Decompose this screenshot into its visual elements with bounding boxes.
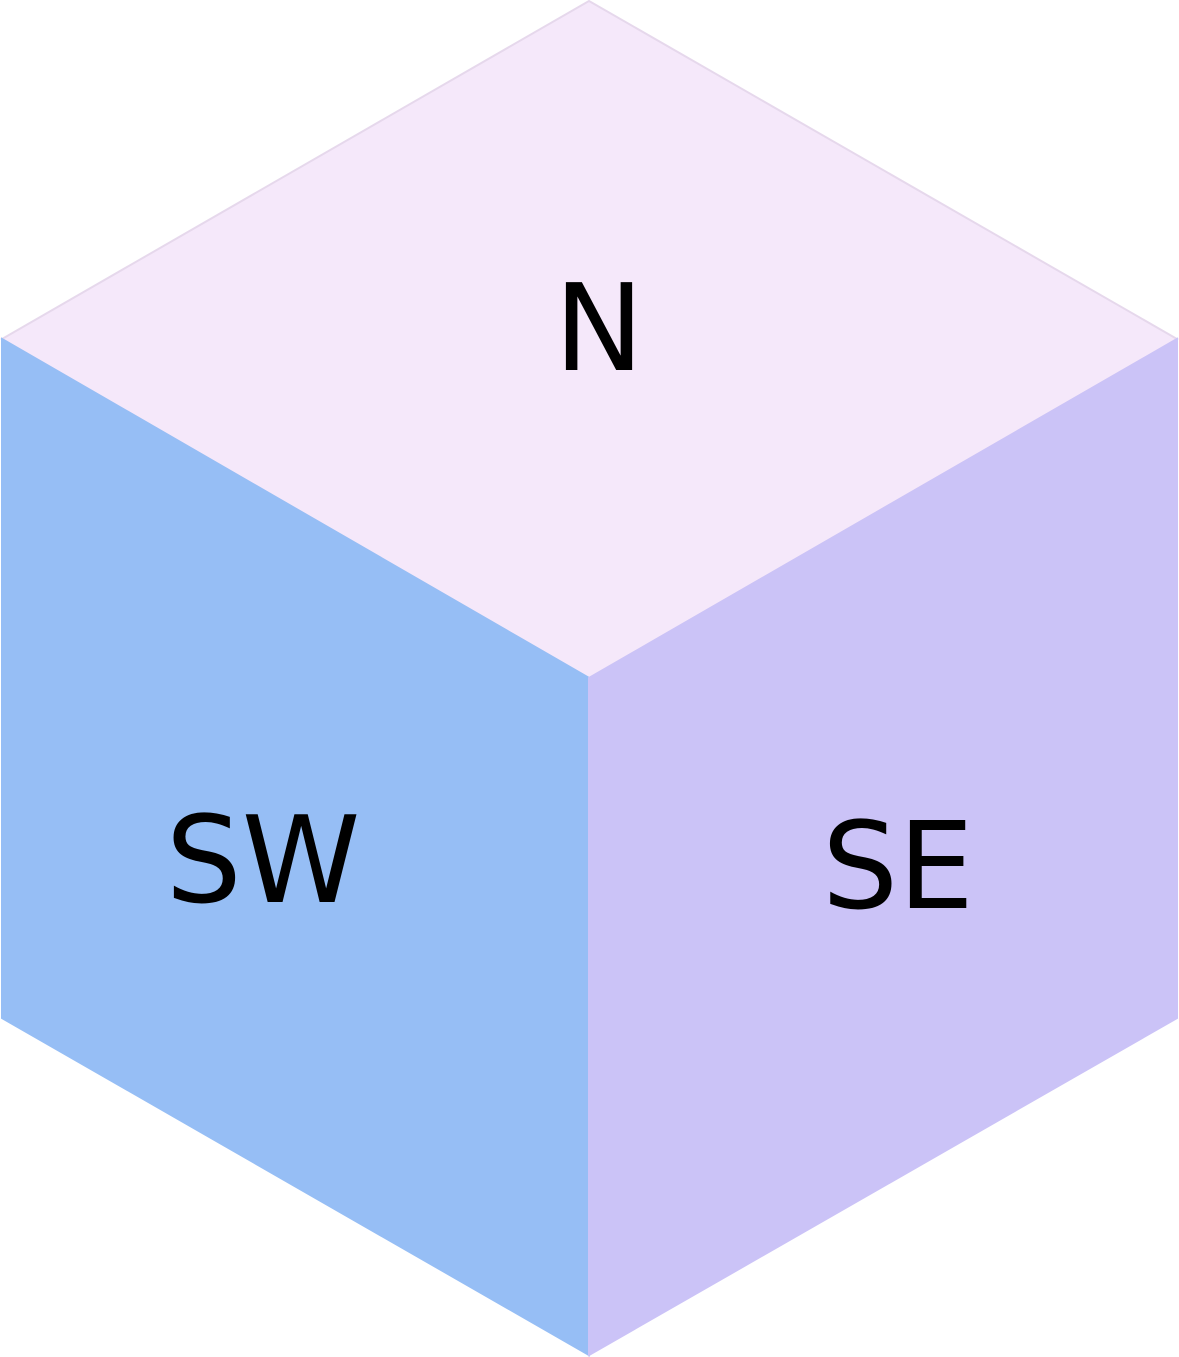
southeast-face[interactable]: [588, 337, 1178, 1357]
southeast-face-label: SE: [822, 798, 974, 937]
north-face-label: N: [554, 260, 644, 399]
southwest-face-label: SW: [166, 792, 361, 931]
